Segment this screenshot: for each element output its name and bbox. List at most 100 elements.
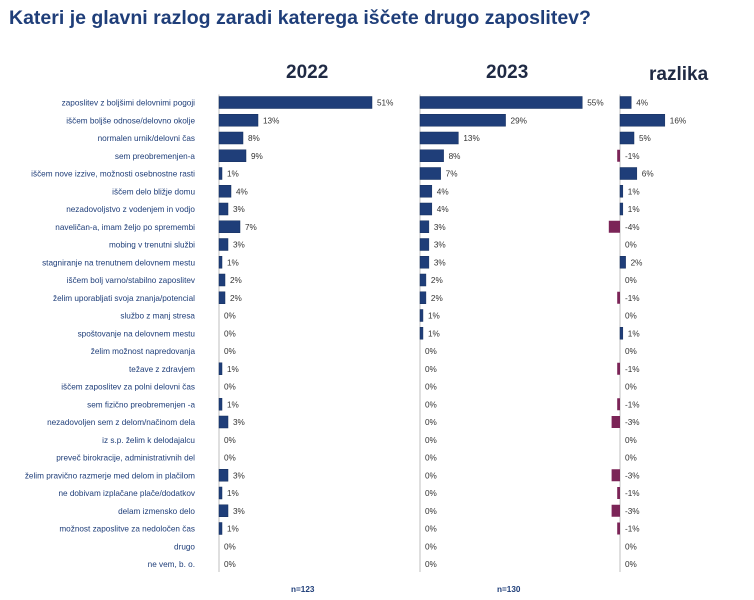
value-label-2023: 3% (434, 223, 446, 232)
panel-title-2023: 2023 (486, 62, 529, 83)
sample-size-2023: n=130 (497, 585, 521, 594)
value-label-2022: 0% (224, 312, 236, 321)
value-label-2022: 1% (227, 170, 239, 179)
bar-razlika (619, 167, 638, 180)
bar-2022 (218, 202, 229, 216)
value-label-2022: 8% (248, 134, 260, 143)
value-label-2023: 0% (425, 489, 437, 498)
bar-2022 (218, 522, 223, 535)
value-label-razlika: 0% (625, 347, 637, 356)
value-label-2022: 0% (224, 560, 236, 569)
value-label-2022: 1% (227, 258, 239, 267)
bar-2023 (419, 220, 430, 233)
category-label: normalen urnik/delovni čas (98, 134, 195, 143)
bar-2022 (218, 96, 373, 109)
value-label-razlika: 0% (625, 542, 637, 551)
value-label-razlika: 4% (636, 99, 648, 108)
value-label-2022: 1% (227, 525, 239, 534)
value-label-razlika: -1% (625, 489, 640, 498)
value-label-razlika: 0% (625, 436, 637, 445)
category-label: iz s.p. želim k delodajalcu (102, 436, 195, 445)
value-label-2023: 13% (463, 134, 479, 143)
bar-razlika (619, 327, 624, 340)
category-label: drugo (174, 542, 195, 551)
bar-razlika (608, 220, 620, 233)
bar-2022 (218, 469, 229, 482)
value-label-2023: 55% (587, 99, 603, 108)
value-label-2023: 0% (425, 471, 437, 480)
panel-title-razlika: razlika (649, 64, 709, 85)
value-label-razlika: 2% (631, 258, 643, 267)
bar-2022 (218, 273, 226, 287)
value-label-2022: 0% (224, 383, 236, 392)
value-label-razlika: 0% (625, 454, 637, 463)
bar-2023 (419, 273, 427, 287)
category-label: iščem bolj varno/stabilno zaposlitev (67, 276, 196, 285)
bar-razlika (619, 185, 624, 198)
bar-2022 (218, 167, 223, 180)
panel-title-2022: 2022 (286, 62, 329, 83)
value-label-2022: 3% (233, 507, 245, 516)
bar-razlika (617, 487, 620, 499)
value-label-razlika: -3% (625, 507, 640, 516)
value-label-2023: 8% (449, 152, 461, 161)
value-label-razlika: -1% (625, 294, 640, 303)
value-label-2023: 3% (434, 241, 446, 250)
bar-2023 (419, 167, 441, 180)
value-label-razlika: 0% (625, 312, 637, 321)
value-label-2023: 0% (425, 436, 437, 445)
bar-razlika (617, 362, 620, 375)
value-label-2023: 2% (431, 294, 443, 303)
value-label-2023: 0% (425, 400, 437, 409)
bar-2022 (218, 362, 223, 375)
value-label-razlika: 16% (670, 116, 686, 125)
value-label-2022: 1% (227, 400, 239, 409)
bar-2022 (218, 220, 241, 233)
bar-2022 (218, 238, 229, 251)
bar-razlika (617, 149, 620, 162)
value-label-2023: 1% (428, 312, 440, 321)
chart-title: Kateri je glavni razlog zaradi katerega … (9, 7, 591, 29)
value-label-2022: 2% (230, 294, 242, 303)
value-label-2023: 4% (437, 205, 449, 214)
value-label-2023: 3% (434, 258, 446, 267)
bar-razlika (617, 291, 620, 304)
category-label: preveč birokracije, administrativnih del (56, 454, 195, 463)
value-label-2022: 0% (224, 329, 236, 338)
value-label-2022: 3% (233, 471, 245, 480)
value-label-razlika: 0% (625, 241, 637, 250)
value-label-razlika: 0% (625, 560, 637, 569)
category-label: želim pravično razmerje med delom in pla… (25, 471, 195, 480)
bar-2023 (419, 114, 506, 127)
category-label: nezadovoljstvo z vodenjem in vodjo (66, 205, 195, 214)
category-label: ne dobivam izplačane plače/dodatkov (58, 489, 195, 498)
value-label-razlika: 6% (642, 170, 654, 179)
bar-razlika (611, 416, 620, 428)
value-label-2022: 0% (224, 347, 236, 356)
bar-2023 (419, 131, 459, 145)
category-label: težave z zdravjem (129, 365, 195, 374)
category-label: želim uporabljati svoja znanja/potencial (53, 294, 195, 303)
value-label-2022: 0% (224, 542, 236, 551)
category-label: stagniranje na trenutnem delovnem mestu (42, 258, 195, 267)
category-label: iščem boljše odnose/delovno okolje (66, 116, 195, 125)
value-label-razlika: 0% (625, 383, 637, 392)
category-label: možnost zaposlitve za nedoločen čas (59, 525, 195, 534)
value-label-2022: 4% (236, 187, 248, 196)
value-label-2023: 0% (425, 383, 437, 392)
value-label-razlika: 0% (625, 276, 637, 285)
bar-razlika (617, 522, 620, 535)
bar-2022 (218, 131, 244, 145)
category-label: nezadovoljen sem z delom/načinom dela (47, 418, 195, 427)
bar-2022 (218, 114, 259, 127)
value-label-2022: 7% (245, 223, 257, 232)
category-label: iščem nove izzive, možnosti osebnostne r… (31, 170, 195, 179)
value-label-2022: 1% (227, 365, 239, 374)
bar-razlika (619, 256, 626, 269)
value-label-2023: 0% (425, 418, 437, 427)
value-label-2022: 3% (233, 418, 245, 427)
value-label-razlika: -3% (625, 418, 640, 427)
value-label-2023: 7% (446, 170, 458, 179)
bar-razlika (619, 114, 666, 127)
bar-2022 (218, 256, 223, 269)
